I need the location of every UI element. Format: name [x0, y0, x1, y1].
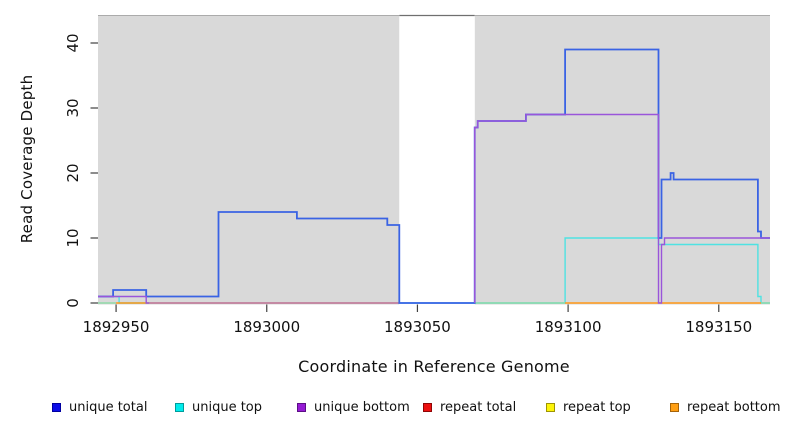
- legend-label: repeat top: [563, 399, 631, 415]
- legend-item-unique-top: unique top: [175, 398, 262, 416]
- series-unique-bottom: [474, 113, 770, 304]
- y-tick-label: 40: [64, 33, 82, 52]
- legend-label: repeat bottom: [687, 399, 781, 415]
- y-axis-title: Read Coverage Depth: [18, 74, 36, 244]
- legend-item-repeat-top: repeat top: [546, 398, 631, 416]
- legend-swatch-icon: [670, 402, 679, 412]
- legend-swatch-icon: [175, 402, 184, 412]
- legend-item-repeat-bottom: repeat bottom: [670, 398, 781, 416]
- shaded-region: [474, 15, 770, 305]
- legend-label: unique bottom: [314, 399, 410, 415]
- legend-swatch-icon: [423, 402, 432, 412]
- shaded-region: [98, 15, 400, 305]
- legend-label: unique total: [69, 399, 148, 415]
- legend-item-repeat-total: repeat total: [423, 398, 516, 416]
- legend-swatch-icon: [546, 402, 555, 412]
- y-tick-label: 20: [64, 163, 82, 182]
- x-tick-label: 1893150: [685, 318, 752, 336]
- legend-item-unique-total: unique total: [52, 398, 147, 416]
- legend-swatch-icon: [297, 402, 306, 412]
- x-axis-title: Coordinate in Reference Genome: [298, 357, 570, 376]
- legend: unique total unique top unique bottom repea…: [0, 398, 792, 420]
- series-unique-bottom: [98, 295, 150, 304]
- legend-item-unique-bottom: unique bottom: [297, 398, 410, 416]
- y-tick-label: 0: [64, 298, 82, 308]
- x-tick-label: 1892950: [83, 318, 150, 336]
- gap-region: [399, 15, 475, 305]
- y-tick-label: 30: [64, 98, 82, 117]
- legend-swatch-icon: [52, 402, 61, 412]
- y-tick-label: 10: [64, 228, 82, 247]
- legend-label: unique top: [192, 399, 263, 415]
- legend-label: repeat total: [440, 399, 517, 415]
- x-tick-label: 1893000: [233, 318, 300, 336]
- x-tick-label: 1893050: [384, 318, 451, 336]
- x-tick-label: 1893100: [535, 318, 602, 336]
